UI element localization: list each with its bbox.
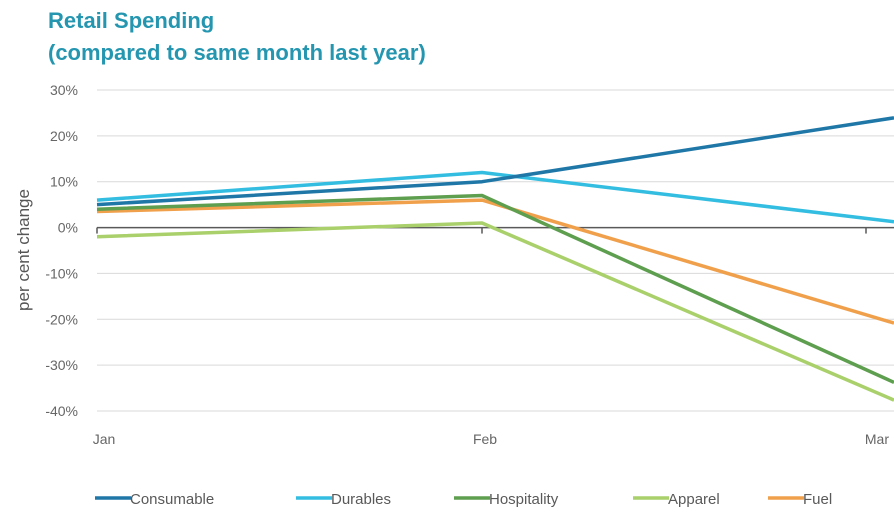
y-tick-label: -10% [45, 265, 78, 281]
series-lines [96, 116, 894, 402]
y-axis-ticks: 30% 20% 10% 0% -10% -20% -30% -40% [45, 82, 78, 419]
x-tick-label: Mar [865, 431, 889, 447]
legend-label-durables: Durables [331, 491, 391, 508]
legend-label-consumable: Consumable [130, 491, 214, 508]
y-tick-label: 20% [50, 128, 78, 144]
legend-label-apparel: Apparel [668, 491, 720, 508]
legend: Consumable Durables Hospitality Apparel Fuel [95, 491, 832, 508]
series-line-hospitality [96, 193, 894, 384]
legend-label-fuel: Fuel [803, 491, 832, 508]
chart-title: Retail Spending [48, 8, 215, 33]
y-tick-label: 0% [58, 220, 78, 236]
series-line-fuel [96, 198, 894, 325]
y-tick-label: -40% [45, 403, 78, 419]
chart-title-block: Retail Spending (compared to same month … [48, 5, 426, 69]
chart-subtitle: (compared to same month last year) [48, 40, 426, 65]
x-axis-ticks: Jan Feb Mar [93, 431, 890, 447]
y-axis-label: per cent change [14, 189, 33, 311]
y-tick-label: -30% [45, 357, 78, 373]
y-tick-label: 10% [50, 174, 78, 190]
series-line-consumable [96, 116, 894, 207]
y-tick-label: -20% [45, 311, 78, 327]
x-tick-label: Jan [93, 431, 116, 447]
legend-label-hospitality: Hospitality [489, 491, 559, 508]
x-tick-label: Feb [473, 431, 497, 447]
series-line-durables [96, 170, 894, 224]
y-tick-label: 30% [50, 82, 78, 98]
gridlines [97, 89, 894, 412]
series-line-apparel [96, 221, 894, 402]
